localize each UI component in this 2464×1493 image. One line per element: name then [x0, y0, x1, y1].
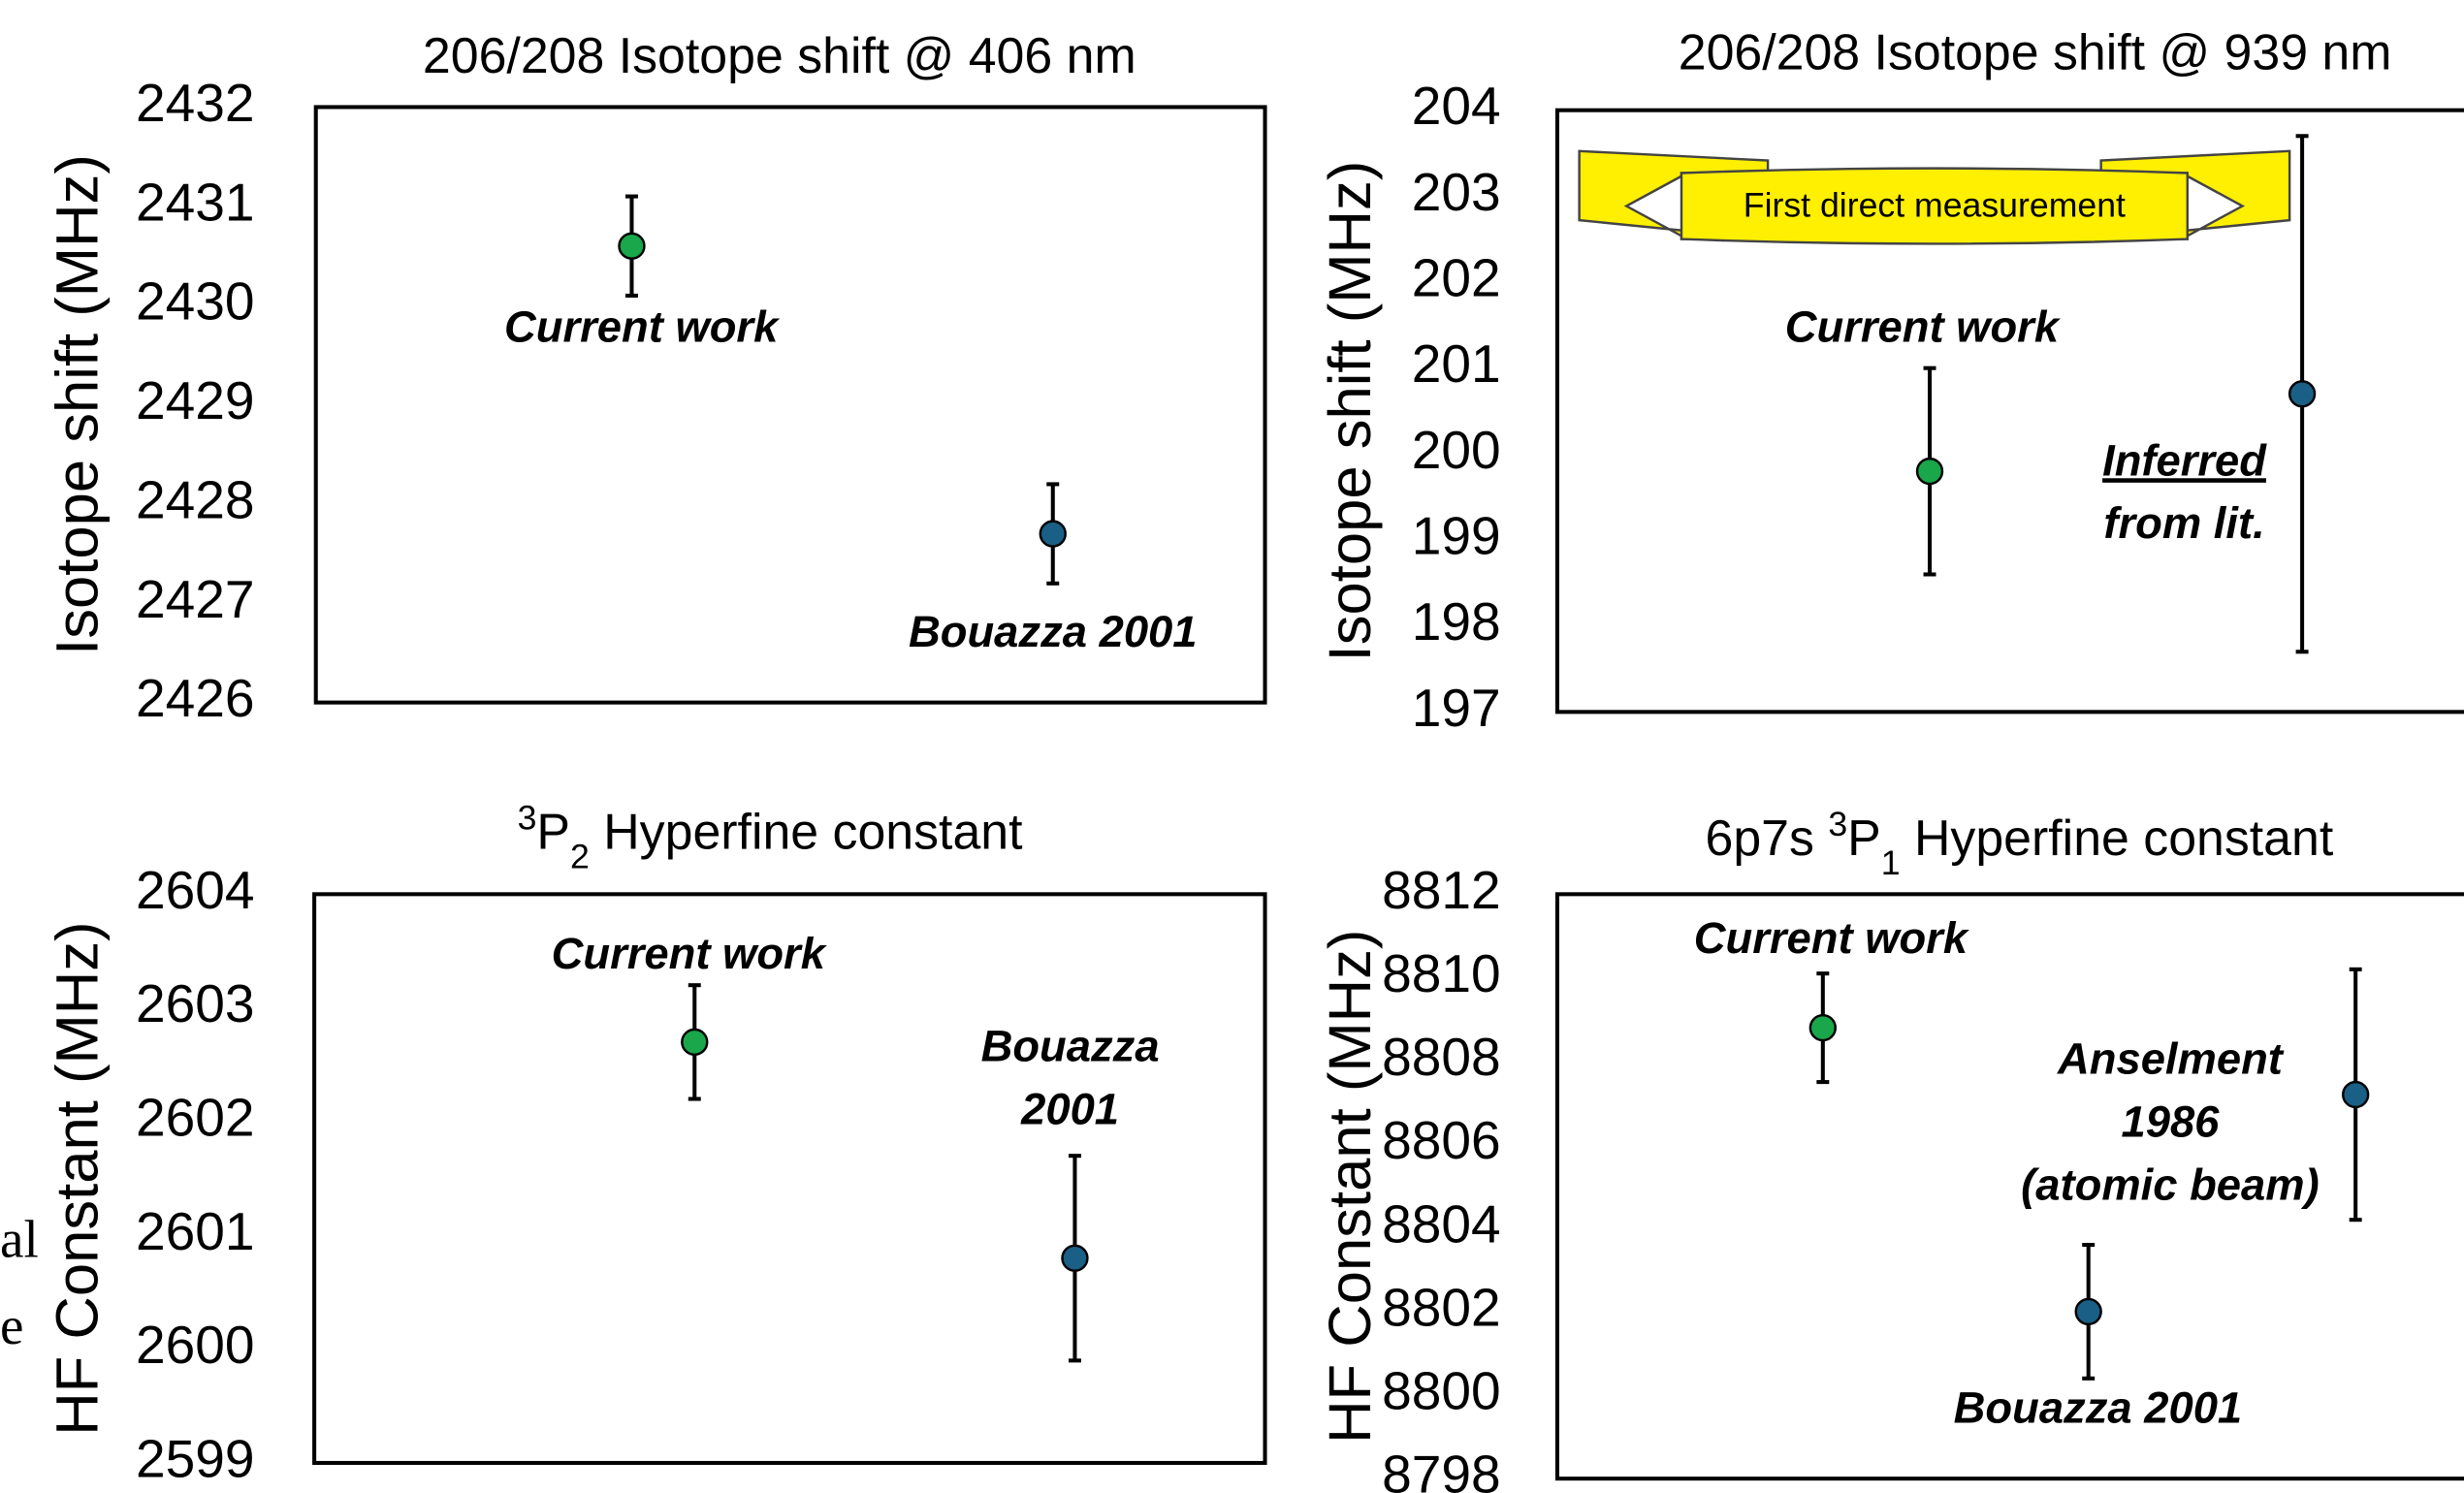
- data-point: [1039, 520, 1067, 548]
- y-tick-label: 8812: [1382, 860, 1501, 920]
- title-part: P: [1847, 810, 1881, 866]
- plot-area: [313, 105, 1267, 705]
- point-label: from lit.: [2103, 498, 2264, 548]
- y-tick-label: 2426: [136, 668, 255, 728]
- y-tick-label: 8810: [1382, 943, 1501, 1003]
- text-fragment: al: [0, 1210, 39, 1269]
- y-tick-label: 2604: [136, 860, 255, 920]
- y-tick-label: 202: [1412, 248, 1501, 308]
- data-point: [1808, 1013, 1838, 1042]
- plot-area: [1554, 892, 2464, 1481]
- data-point: [2074, 1297, 2102, 1326]
- title-part: P: [536, 803, 570, 859]
- data-point: [681, 1028, 709, 1057]
- chart-title: 206/208 Isotope shift @ 939 nm: [1679, 24, 2392, 80]
- y-tick-label: 8804: [1382, 1193, 1501, 1254]
- data-point: [2288, 380, 2317, 408]
- title-part: 3: [1828, 805, 1847, 843]
- y-tick-label: 2601: [136, 1201, 255, 1261]
- point-label: Current work: [504, 302, 781, 352]
- point-label: Anselment: [2057, 1034, 2285, 1084]
- y-tick-label: 198: [1412, 591, 1501, 651]
- y-tick-label: 2432: [136, 73, 255, 133]
- data-point: [1915, 457, 1944, 486]
- banner-text: First direct measurement: [1744, 186, 2126, 225]
- banner-center: [1680, 167, 2190, 245]
- point-label: Bouazza: [981, 1022, 1160, 1071]
- point-label: Bouazza 2001: [1954, 1382, 2243, 1432]
- point-label: Inferred: [2102, 435, 2267, 485]
- banner: First direct measurement: [1578, 149, 2291, 245]
- y-tick-label: 2428: [136, 469, 255, 529]
- y-axis-label: HF Constant (MHz): [45, 921, 112, 1435]
- y-axis-label: HF Constant (MHz): [1317, 930, 1384, 1444]
- plot-area: [1554, 108, 2464, 715]
- y-tick-label: 204: [1412, 76, 1501, 136]
- y-tick-label: 8802: [1382, 1277, 1501, 1337]
- data-point: [618, 232, 646, 260]
- y-tick-label: 2600: [136, 1315, 255, 1375]
- y-tick-label: 201: [1412, 334, 1501, 394]
- y-tick-label: 2599: [136, 1429, 255, 1489]
- y-tick-label: 8798: [1382, 1445, 1501, 1493]
- y-tick-label: 199: [1412, 506, 1501, 566]
- y-tick-label: 2602: [136, 1088, 255, 1148]
- y-tick-label: 2603: [136, 973, 255, 1033]
- chart-title: 3P2 Hyperfine constant: [518, 798, 1024, 875]
- y-axis-label: Isotope shift (MHz): [1317, 161, 1384, 662]
- title-part: Hyperfine constant: [590, 803, 1023, 859]
- point-label: 2001: [1020, 1085, 1119, 1134]
- data-point: [1061, 1244, 1089, 1272]
- title-part: 1: [1881, 843, 1901, 882]
- plot-area: [312, 892, 1267, 1465]
- point-label: Current work: [552, 929, 828, 978]
- y-tick-label: 2427: [136, 569, 255, 629]
- data-point: [2342, 1080, 2370, 1109]
- point-label: Current work: [1785, 302, 2062, 352]
- point-label: Current work: [1694, 913, 1970, 963]
- text-fragment: e: [0, 1296, 23, 1355]
- y-tick-label: 8800: [1382, 1361, 1501, 1421]
- y-tick-label: 197: [1412, 678, 1501, 738]
- y-tick-label: 8808: [1382, 1027, 1501, 1087]
- y-tick-label: 203: [1412, 162, 1501, 222]
- point-label: 1986: [2121, 1097, 2220, 1147]
- y-tick-label: 2430: [136, 271, 255, 332]
- chart-title: 6p7s 3P1 Hyperfine constant: [1706, 805, 2334, 882]
- y-tick-label: 2431: [136, 172, 255, 232]
- title-part: 3: [518, 798, 537, 837]
- y-tick-label: 2429: [136, 370, 255, 430]
- point-label: (atomic beam): [2021, 1159, 2320, 1209]
- title-part: Hyperfine constant: [1901, 810, 2334, 866]
- y-axis-label: Isotope shift (MHz): [45, 154, 112, 655]
- title-part: 2: [570, 837, 590, 875]
- y-tick-label: 200: [1412, 420, 1501, 480]
- point-label: Bouazza 2001: [909, 607, 1198, 656]
- y-tick-label: 8806: [1382, 1110, 1501, 1170]
- chart-title: 206/208 Isotope shift @ 406 nm: [423, 27, 1136, 83]
- title-part: 6p7s: [1706, 810, 1829, 866]
